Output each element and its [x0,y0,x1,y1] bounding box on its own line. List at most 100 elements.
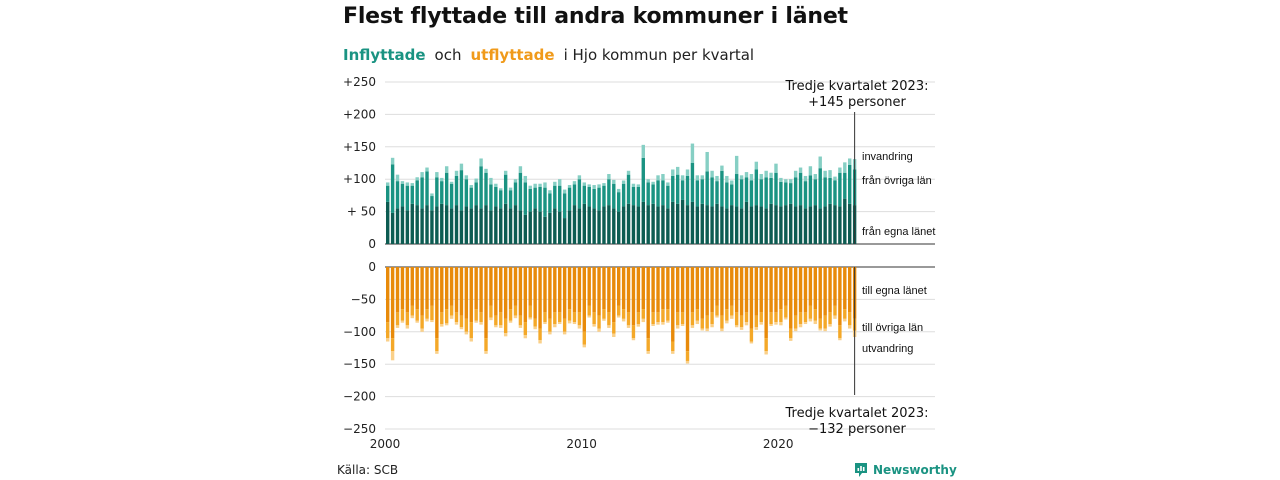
bar-out-own [823,267,827,316]
bar-out-other [548,318,552,332]
bar-in-imm [390,157,395,165]
bar-in-imm [651,181,655,185]
bar-out-other [553,312,557,325]
bar-in-own [499,208,503,244]
bar-in-other [621,183,626,207]
bar-out-emig [715,315,719,318]
bar-out-other [764,338,768,352]
bar-in-other [744,177,749,202]
newsworthy-icon [855,463,867,477]
bar-out-other [798,312,803,325]
bar-out-emig [631,338,636,341]
bar-out-own [440,267,444,313]
bar-in-own [435,206,439,244]
bar-in-own [444,205,449,244]
bar-out-emig [764,351,768,355]
bar-in-imm [789,179,793,184]
bar-out-other [779,309,783,323]
bar-out-emig [843,318,847,322]
bar-out-own [577,267,582,313]
bar-out-other [739,315,744,328]
bar-in-own [828,203,832,244]
bar-in-imm [602,183,606,186]
bar-out-other [582,331,586,345]
bar-out-other [843,309,847,319]
bar-out-emig [499,325,503,328]
bar-in-imm [690,143,695,163]
bar-in-other [695,180,700,207]
bar-out-emig [390,351,395,361]
bar-out-emig [538,340,542,344]
bar-in-own [754,205,759,244]
bar-in-other [386,185,390,202]
bar-in-imm [730,180,734,185]
bar-out-own [710,267,714,313]
bar-out-emig [798,324,803,328]
bar-out-emig [503,333,508,337]
bar-in-imm [415,177,419,181]
bar-out-other [749,328,754,342]
bar-in-imm [715,175,719,182]
bar-out-own [395,267,400,313]
bar-in-imm [572,181,577,185]
bar-in-imm [759,174,763,180]
y-tick-label-top: +250 [343,75,376,89]
bar-out-other [405,312,410,326]
bar-in-own [769,203,773,244]
bar-in-own [813,205,818,244]
bar-in-own [798,205,803,244]
bar-in-own [715,203,719,244]
bar-out-emig [440,324,444,327]
bar-out-emig [838,338,842,341]
bar-out-other [646,338,650,352]
bar-in-other [390,164,395,213]
bar-out-other [430,305,434,321]
bar-in-imm [513,179,518,183]
bar-in-other [489,184,493,211]
bar-in-other [749,180,754,207]
bar-in-imm [405,182,410,186]
bar-out-other [395,312,400,326]
bar-in-own [705,205,709,244]
bar-out-own [631,267,636,326]
bar-out-own [454,267,459,313]
y-tick-label-top: +150 [343,140,376,154]
bar-in-other [779,181,783,207]
y-tick-label-bottom: −200 [343,390,376,404]
bar-in-own [420,208,424,244]
bar-out-emig [666,320,670,323]
bar-in-other [400,183,405,207]
bar-in-own [612,208,616,244]
bar-in-other [725,182,729,209]
bar-in-other [479,166,483,209]
bar-in-own [400,206,405,244]
bar-in-own [430,210,434,244]
bar-out-emig [548,331,552,335]
bar-in-imm [636,184,641,187]
bar-out-emig [602,318,606,321]
bar-in-imm [567,185,572,188]
stack-label-out: till egna länet [862,285,927,297]
bar-in-imm [631,183,636,187]
bar-in-own [646,205,650,244]
bar-in-other [705,171,709,206]
bar-out-emig [734,325,739,328]
bar-out-other [803,312,808,323]
subtitle-inflyttade: Inflyttade [343,46,426,64]
bar-out-other [518,315,523,326]
bar-in-own [764,208,768,244]
brand-logo[interactable]: Newsworthy [854,462,957,478]
bar-in-other [538,186,542,212]
bar-in-imm [793,170,798,178]
bar-out-other [558,312,562,323]
bar-in-other [558,185,562,212]
bar-out-own [744,267,749,313]
bar-in-imm [435,172,439,178]
bar-out-other [474,309,478,321]
bar-in-other [720,170,724,207]
bar-in-other [641,157,645,202]
bar-in-other [474,182,478,206]
stack-label-in: från egna länet [862,226,935,238]
y-tick-label-bottom: 0 [368,260,376,274]
